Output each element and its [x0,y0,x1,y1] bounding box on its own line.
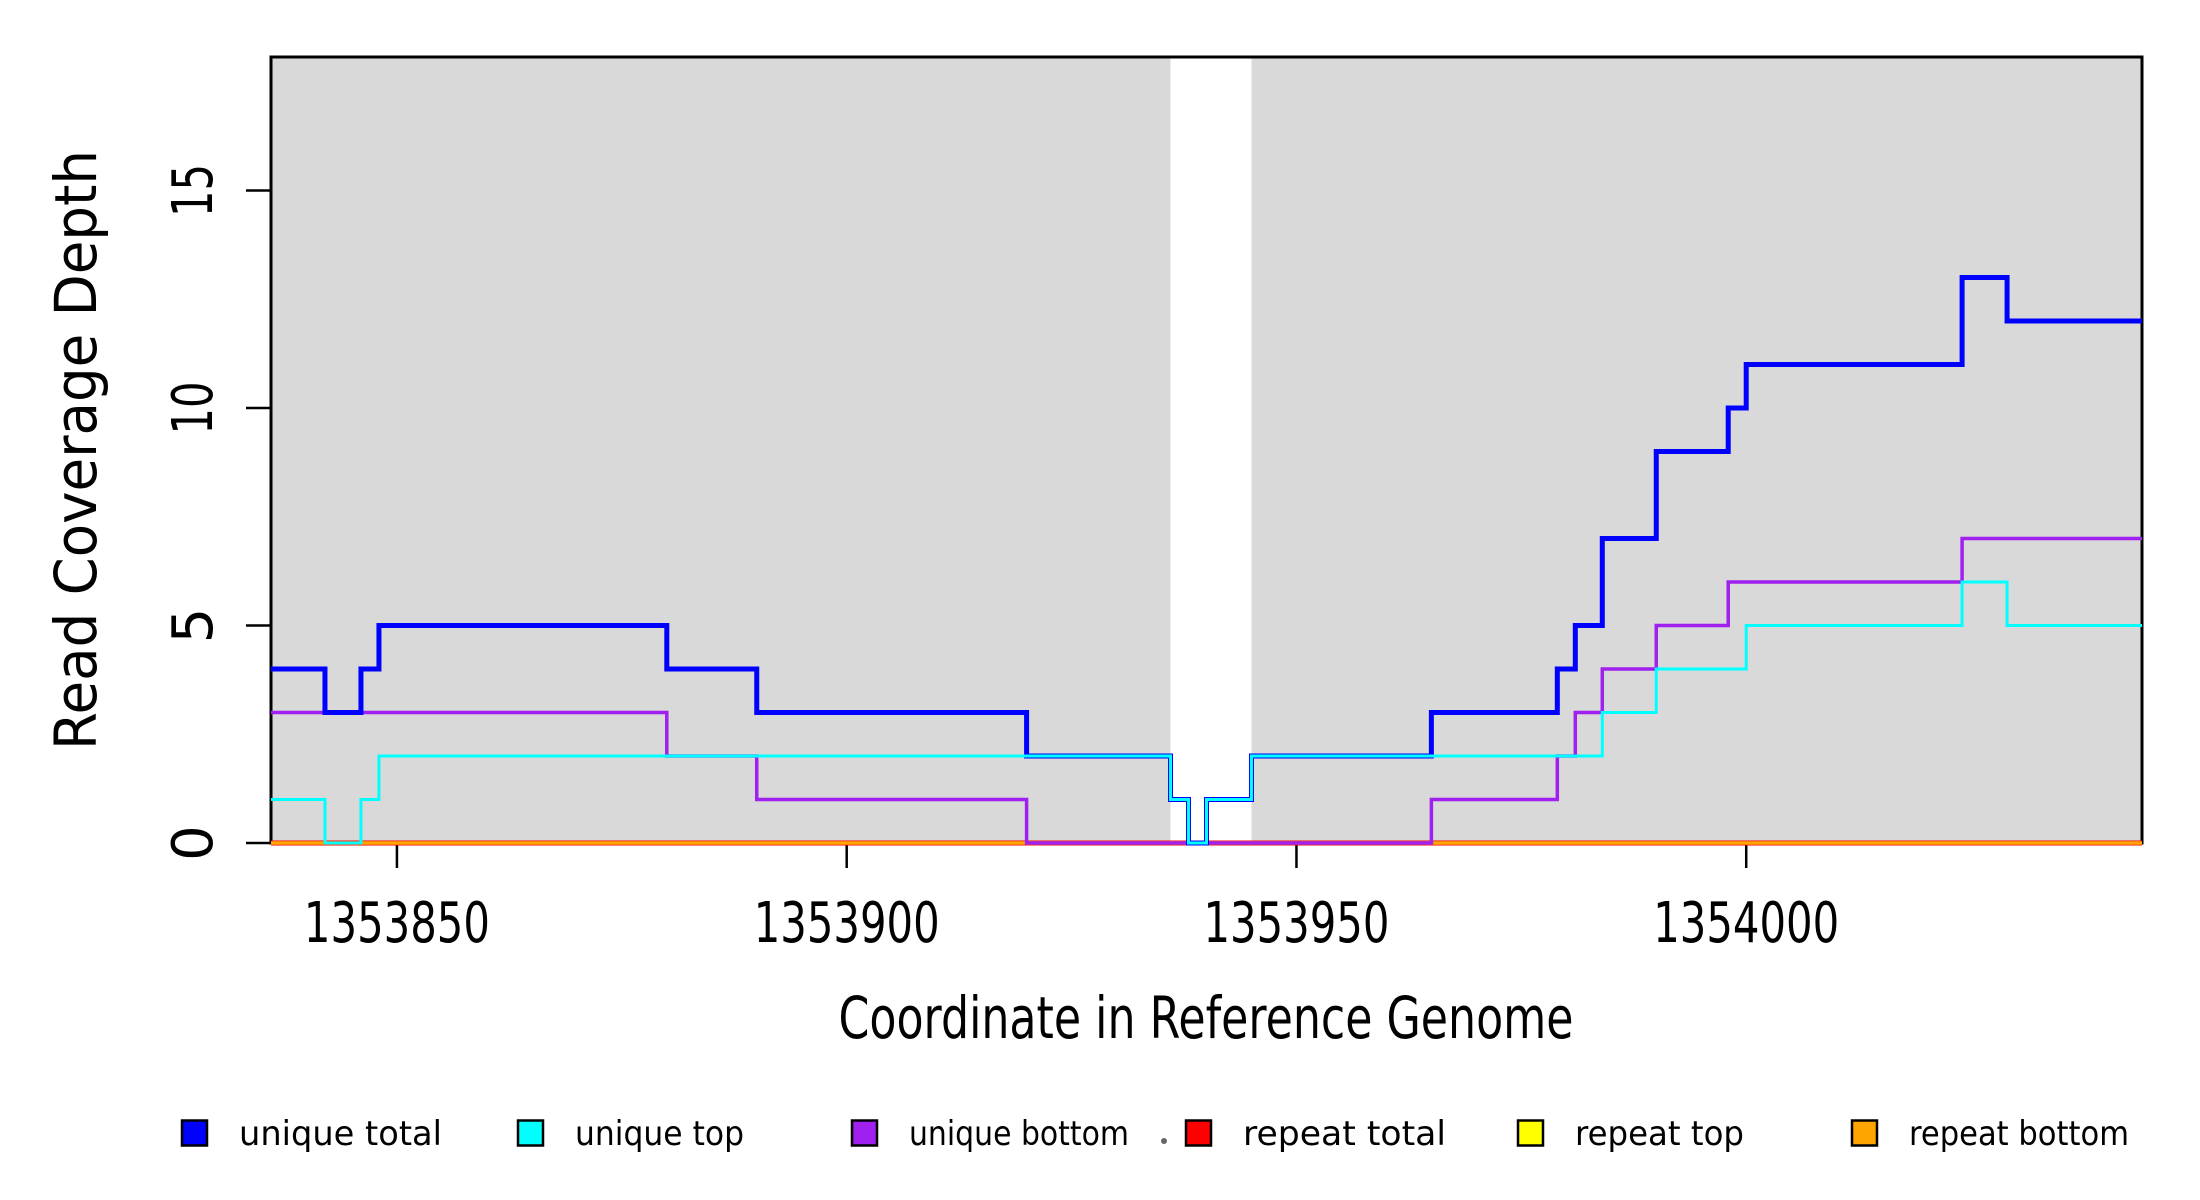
legend-swatch-repeat-top [1516,1119,1545,1147]
legend-label: unique total [239,1114,442,1154]
legend-label: repeat total [1243,1114,1446,1154]
shaded-region-0 [271,57,1171,843]
axes: 1353850 1353900 1353950 1354000 0 5 10 15 [161,164,1839,956]
y-tick-label: 15 [161,164,226,217]
y-axis-title: Read Coverage Depth [42,150,110,750]
legend-label: repeat top [1575,1114,1744,1154]
x-tick-label: 1354000 [1653,891,1839,956]
y-tick-label: 10 [161,382,226,435]
legend-swatch-repeat-total [1184,1119,1213,1147]
stray-dot [1161,1138,1167,1144]
legend-item-repeat-total: repeat total [1184,1114,1446,1154]
legend-item-repeat-top: repeat top [1516,1114,1744,1154]
legend-swatch-unique-top [516,1119,545,1147]
legend-label: repeat bottom [1909,1114,2129,1154]
series-unique-top [271,580,2142,845]
legend-label: unique top [575,1114,744,1154]
plot-panels [271,57,2142,843]
x-tick-label: 1353850 [304,891,490,956]
x-tick-label: 1353950 [1203,891,1389,956]
legend-item-unique-total: unique total [180,1114,442,1154]
x-axis-title: Coordinate in Reference Genome [839,984,1574,1052]
legend-swatch-repeat-bottom [1850,1119,1879,1147]
y-tick-label: 5 [161,608,226,644]
legend-label: unique bottom [909,1114,1129,1154]
legend-item-unique-bottom: unique bottom [850,1114,1129,1154]
series-layer [271,275,2142,846]
legend-swatch-unique-bottom [850,1119,879,1147]
legend: unique total unique top unique bottom repea… [180,1114,2129,1154]
y-tick-label: 0 [161,825,226,861]
legend-item-repeat-bottom: repeat bottom [1850,1114,2129,1154]
legend-swatch-unique-total [180,1119,209,1147]
legend-item-unique-top: unique top [516,1114,744,1154]
x-tick-label: 1353900 [754,891,940,956]
